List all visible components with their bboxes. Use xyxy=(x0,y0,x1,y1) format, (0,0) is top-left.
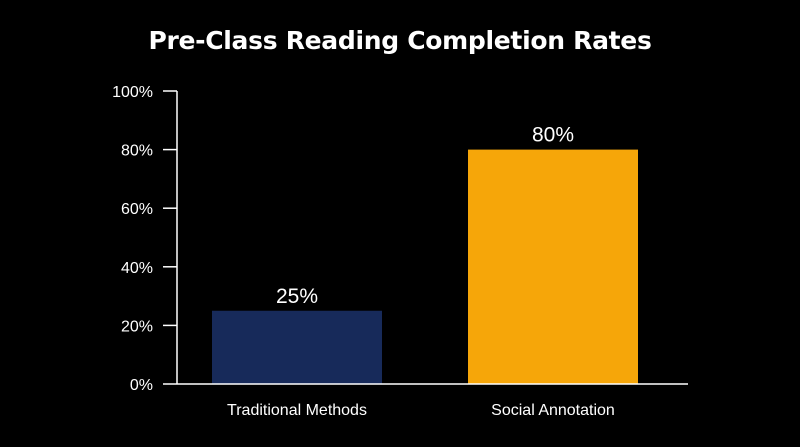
y-tick-label: 0% xyxy=(130,377,153,394)
y-tick-label: 80% xyxy=(121,143,153,160)
bar xyxy=(468,149,638,384)
category-label: Social Annotation xyxy=(491,402,615,419)
bar xyxy=(212,310,382,384)
category-label: Traditional Methods xyxy=(227,402,367,419)
y-tick-label: 100% xyxy=(112,84,153,101)
y-axis-ticks: 0% 20% 40% 60% 80% 100% xyxy=(112,84,177,394)
data-labels: 25% 80% xyxy=(276,124,574,308)
chart-title: Pre-Class Reading Completion Rates xyxy=(148,26,652,55)
bar-value-label: 80% xyxy=(532,124,574,147)
bar-value-label: 25% xyxy=(276,285,318,308)
y-tick-label: 20% xyxy=(121,318,153,335)
y-tick-label: 40% xyxy=(121,260,153,277)
y-tick-label: 60% xyxy=(121,201,153,218)
x-axis-labels: Traditional Methods Social Annotation xyxy=(227,402,615,419)
bars xyxy=(212,149,638,384)
